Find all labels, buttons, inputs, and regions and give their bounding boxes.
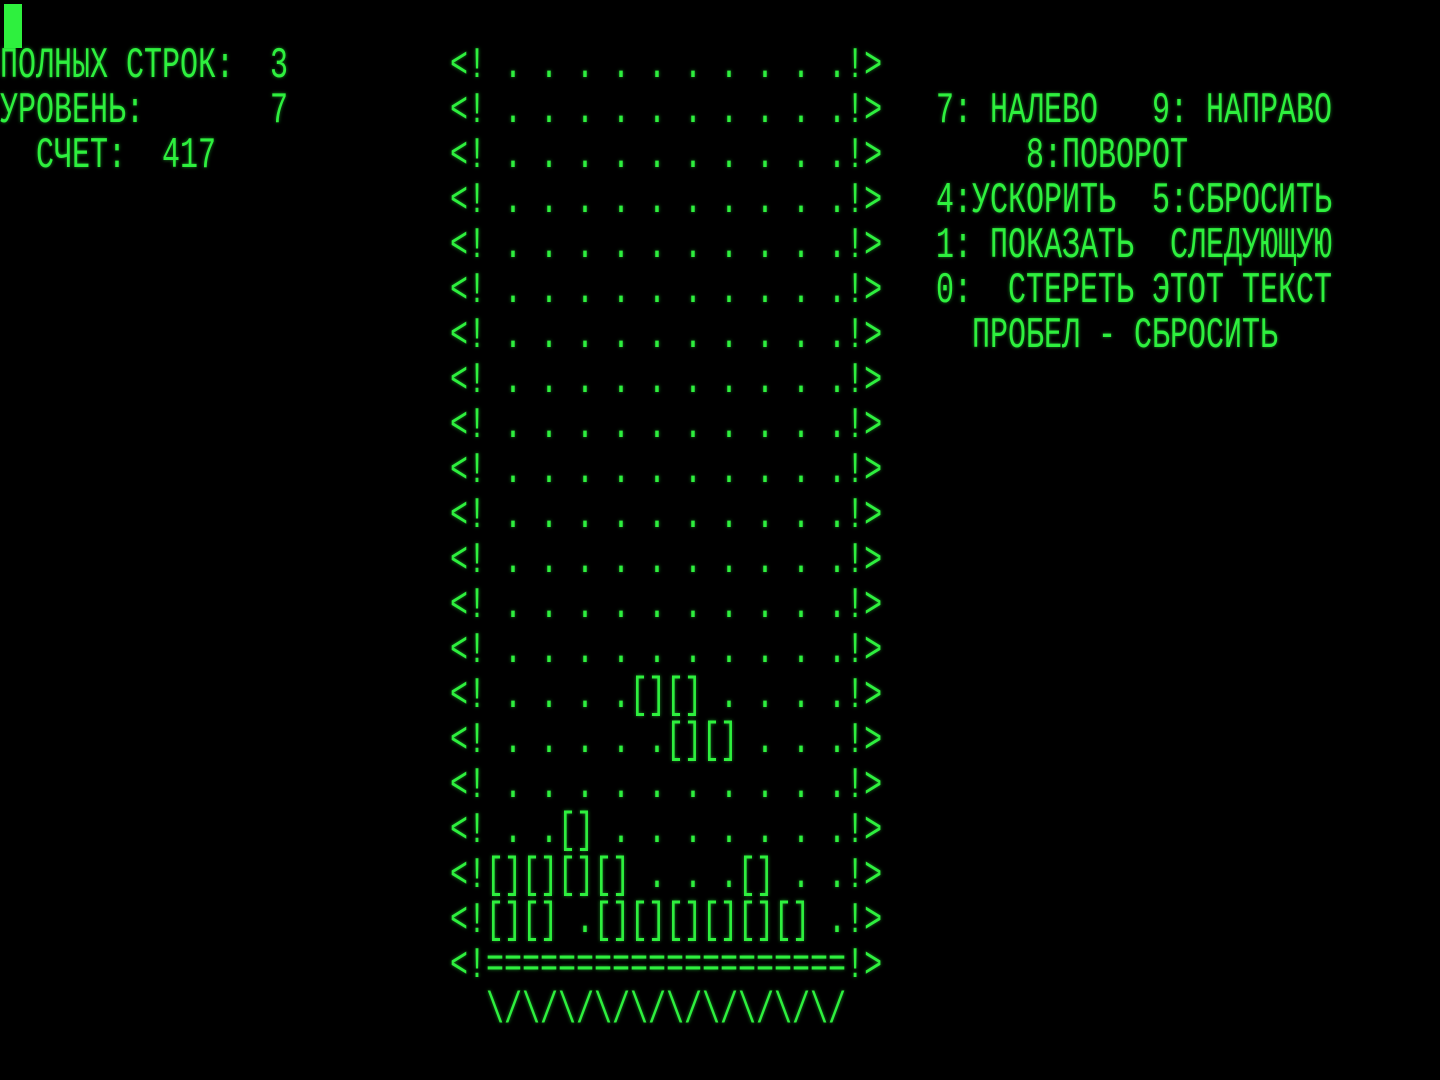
well-row: <! . . . .[][] . . . .!> — [450, 672, 883, 722]
well-row: <! . . . . . . . . . .!> — [450, 132, 883, 182]
well-row: <! . . . . . . . . . .!> — [450, 762, 883, 812]
well-row: <![][] .[][][][][][] .!> — [450, 897, 883, 947]
text-cursor — [4, 4, 22, 48]
help-erase: 0: СТЕРЕТЬ ЭТОТ ТЕКСТ — [936, 267, 1333, 317]
help-right: 9: НАПРАВО — [1152, 87, 1333, 137]
score-label: СЧЕТ: — [36, 132, 127, 182]
well-row: <! . . . . . . . . . .!> — [450, 177, 883, 227]
full-lines-value: 3 — [270, 42, 289, 92]
well-row: <! . . . . . . . . . .!> — [450, 87, 883, 137]
help-speed: 4:УСКОРИТЬ — [936, 177, 1117, 227]
help-space: ПРОБЕЛ - СБРОСИТЬ — [972, 312, 1279, 362]
well-row: <![][][][] . . .[] . .!> — [450, 852, 883, 902]
help-drop: 5:СБРОСИТЬ — [1152, 177, 1333, 227]
full-lines-label: ПОЛНЫХ СТРОК: — [0, 42, 235, 92]
well-floor: <!====================!> — [450, 942, 883, 992]
well-row: <! . . . . . . . . . .!> — [450, 267, 883, 317]
score-value: 417 — [162, 132, 217, 182]
level-label: УРОВЕНЬ: — [0, 87, 145, 137]
well-row: <! . . . . . . . . . .!> — [450, 357, 883, 407]
well-row: <! . . . . .[][] . . .!> — [450, 717, 883, 767]
help-left: 7: НАЛЕВО — [936, 87, 1099, 137]
well-row: <! . . . . . . . . . .!> — [450, 492, 883, 542]
well-row: <! . . . . . . . . . .!> — [450, 42, 883, 92]
help-show-next-2: СЛЕДУЮЩУЮ — [1170, 222, 1333, 272]
help-show-next: 1: ПОКАЗАТЬ — [936, 222, 1135, 272]
well-row: <! . . . . . . . . . .!> — [450, 447, 883, 497]
well-base: \/\/\/\/\/\/\/\/\/\/ — [486, 987, 847, 1037]
well-row: <! . . . . . . . . . .!> — [450, 537, 883, 587]
well-row: <! . . . . . . . . . .!> — [450, 627, 883, 677]
well-row: <! . .[] . . . . . . .!> — [450, 807, 883, 857]
well-row: <! . . . . . . . . . .!> — [450, 312, 883, 362]
help-rotate: 8:ПОВОРОТ — [1026, 132, 1189, 182]
well-row: <! . . . . . . . . . .!> — [450, 402, 883, 452]
well-row: <! . . . . . . . . . .!> — [450, 222, 883, 272]
well-row: <! . . . . . . . . . .!> — [450, 582, 883, 632]
level-value: 7 — [270, 87, 289, 137]
